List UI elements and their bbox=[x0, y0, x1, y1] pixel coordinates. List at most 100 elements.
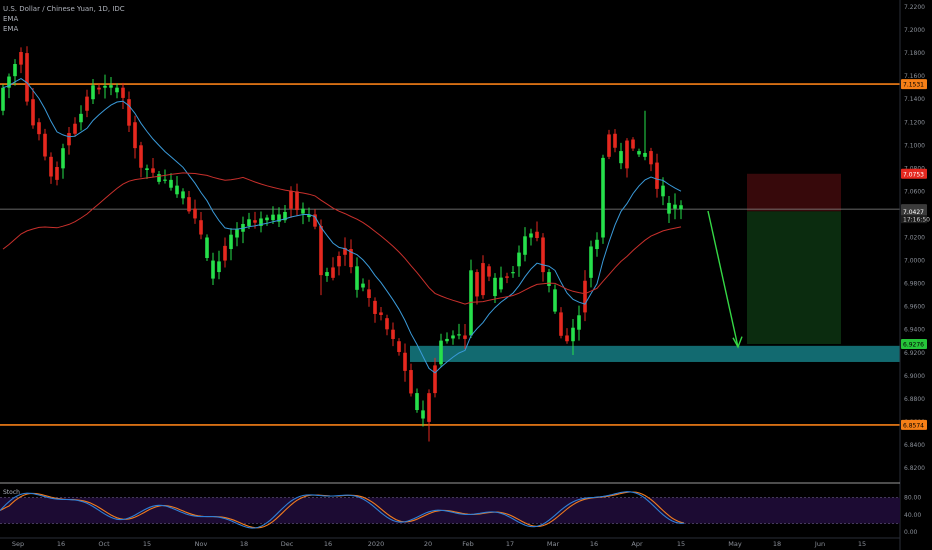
candle-body-20[interactable] bbox=[121, 87, 125, 98]
candle-body-46[interactable] bbox=[277, 214, 281, 222]
candle-body-71[interactable] bbox=[427, 393, 431, 422]
candle-body-69[interactable] bbox=[415, 393, 419, 411]
candle-body-4[interactable] bbox=[25, 53, 29, 102]
candle-body-101[interactable] bbox=[607, 134, 611, 157]
candle-body-53[interactable] bbox=[319, 225, 323, 276]
candle-body-99[interactable] bbox=[595, 239, 599, 250]
candle-body-93[interactable] bbox=[559, 312, 563, 336]
candle-body-3[interactable] bbox=[19, 52, 23, 65]
candle-body-7[interactable] bbox=[43, 133, 47, 157]
candle-body-47[interactable] bbox=[283, 211, 287, 221]
candle-body-65[interactable] bbox=[391, 329, 395, 339]
candle-body-111[interactable] bbox=[667, 202, 671, 214]
candle-body-107[interactable] bbox=[643, 152, 647, 157]
candle-body-89[interactable] bbox=[535, 231, 539, 238]
candle-body-98[interactable] bbox=[589, 246, 593, 278]
candle-body-110[interactable] bbox=[661, 185, 665, 197]
candle-body-97[interactable] bbox=[583, 280, 587, 313]
candle-body-43[interactable] bbox=[259, 218, 263, 226]
candle-body-61[interactable] bbox=[367, 289, 371, 298]
candle-body-59[interactable] bbox=[355, 266, 359, 290]
candle-body-44[interactable] bbox=[265, 217, 269, 221]
candle-body-64[interactable] bbox=[385, 318, 389, 330]
candle-body-28[interactable] bbox=[169, 179, 173, 188]
candle-body-18[interactable] bbox=[109, 85, 113, 88]
candle-body-41[interactable] bbox=[247, 219, 251, 226]
ema-fast-line[interactable] bbox=[2, 78, 682, 374]
candle-body-109[interactable] bbox=[655, 162, 659, 189]
candle-body-90[interactable] bbox=[541, 237, 545, 273]
candle-body-80[interactable] bbox=[481, 263, 485, 296]
symbol-title[interactable]: U.S. Dollar / Chinese Yuan, 1D, IDC bbox=[3, 5, 125, 13]
projection-arrow[interactable] bbox=[707, 210, 739, 348]
candle-body-112[interactable] bbox=[673, 204, 677, 209]
candle-body-15[interactable] bbox=[91, 85, 95, 100]
candle-body-92[interactable] bbox=[553, 289, 557, 312]
candle-body-67[interactable] bbox=[403, 352, 407, 371]
candle-body-39[interactable] bbox=[235, 229, 239, 238]
candle-body-60[interactable] bbox=[361, 283, 365, 288]
candle-body-13[interactable] bbox=[79, 113, 83, 123]
candle-body-32[interactable] bbox=[193, 208, 197, 219]
candle-body-106[interactable] bbox=[637, 151, 641, 155]
candle-body-102[interactable] bbox=[613, 133, 617, 148]
candle-body-27[interactable] bbox=[163, 179, 167, 181]
candle-body-88[interactable] bbox=[529, 233, 533, 238]
candle-body-96[interactable] bbox=[577, 315, 581, 330]
candle-body-26[interactable] bbox=[157, 174, 161, 182]
candle-body-49[interactable] bbox=[295, 191, 299, 211]
candle-body-95[interactable] bbox=[571, 327, 575, 342]
candle-body-113[interactable] bbox=[679, 205, 683, 210]
candle-body-31[interactable] bbox=[187, 197, 191, 212]
candle-body-68[interactable] bbox=[409, 370, 413, 394]
candle-body-108[interactable] bbox=[649, 151, 653, 165]
candle-body-55[interactable] bbox=[331, 267, 335, 278]
candle-body-77[interactable] bbox=[463, 335, 467, 339]
stop-loss-box[interactable] bbox=[747, 173, 841, 212]
candle-body-83[interactable] bbox=[499, 277, 503, 290]
candle-body-37[interactable] bbox=[223, 245, 227, 261]
candle-body-0[interactable] bbox=[1, 87, 5, 111]
candle-body-9[interactable] bbox=[55, 167, 59, 180]
candle-body-14[interactable] bbox=[85, 96, 89, 111]
candle-body-94[interactable] bbox=[565, 335, 569, 342]
ema-slow-line[interactable] bbox=[2, 172, 682, 305]
candle-body-19[interactable] bbox=[115, 87, 119, 93]
candle-body-54[interactable] bbox=[325, 272, 329, 276]
candle-body-12[interactable] bbox=[73, 123, 77, 134]
candle-body-76[interactable] bbox=[457, 334, 461, 336]
candle-body-103[interactable] bbox=[619, 151, 623, 164]
candle-body-42[interactable] bbox=[253, 220, 257, 223]
candle-body-84[interactable] bbox=[505, 276, 509, 278]
candle-body-70[interactable] bbox=[421, 410, 425, 419]
candle-body-62[interactable] bbox=[373, 300, 377, 314]
candle-body-29[interactable] bbox=[175, 185, 179, 195]
candle-body-87[interactable] bbox=[523, 236, 527, 255]
candle-body-21[interactable] bbox=[127, 99, 131, 126]
support-zone[interactable] bbox=[410, 345, 900, 362]
candle-body-74[interactable] bbox=[445, 338, 449, 342]
candle-body-104[interactable] bbox=[625, 140, 629, 169]
candle-body-86[interactable] bbox=[517, 252, 521, 267]
candle-body-17[interactable] bbox=[103, 85, 107, 88]
candle-body-63[interactable] bbox=[379, 312, 383, 315]
candle-body-58[interactable] bbox=[349, 249, 353, 268]
candle-body-72[interactable] bbox=[433, 365, 437, 394]
ema-indicator-1[interactable]: EMA bbox=[3, 15, 19, 23]
candle-body-33[interactable] bbox=[199, 220, 203, 235]
candle-body-75[interactable] bbox=[451, 335, 455, 339]
candle-body-51[interactable] bbox=[307, 214, 311, 218]
candle-body-105[interactable] bbox=[631, 139, 635, 149]
stochastic-label[interactable]: Stoch bbox=[3, 489, 20, 496]
candle-body-78[interactable] bbox=[469, 270, 473, 336]
candle-body-38[interactable] bbox=[229, 234, 233, 250]
candle-body-2[interactable] bbox=[13, 64, 17, 77]
candle-body-16[interactable] bbox=[97, 87, 101, 90]
candle-body-73[interactable] bbox=[439, 340, 443, 365]
ema-indicator-2[interactable]: EMA bbox=[3, 25, 19, 33]
candle-body-82[interactable] bbox=[493, 277, 497, 297]
candle-body-10[interactable] bbox=[61, 148, 65, 169]
stochastic-k-line[interactable] bbox=[0, 491, 685, 529]
candle-body-66[interactable] bbox=[397, 341, 401, 352]
